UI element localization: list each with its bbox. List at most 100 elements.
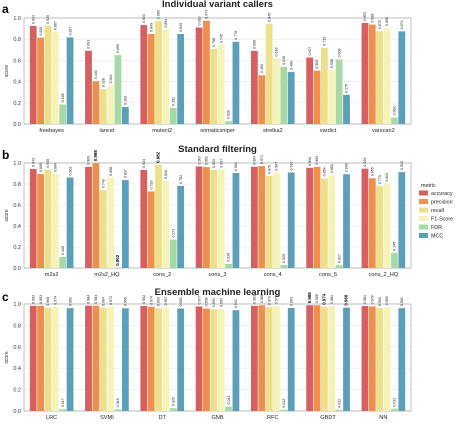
panel-a: a Individual variant callers0.00.20.40.60…	[2, 0, 412, 134]
data-label: 0.960	[124, 297, 128, 306]
data-label: 0.016	[116, 398, 120, 407]
bar-somaticsniper-accuracy	[195, 27, 203, 124]
data-label: 0.966	[344, 294, 349, 306]
x-tick-label: cons_2	[153, 272, 171, 278]
y-tick-label: 0.6	[13, 58, 21, 64]
bar-freebayes-F1-Score	[51, 32, 59, 124]
data-label: 0.950	[212, 298, 216, 307]
bar-GBDT-precision	[313, 305, 321, 411]
x-tick-label: GBDT	[320, 415, 336, 421]
data-label: 0.867	[54, 21, 58, 30]
bar-cons_2-F1-Score	[162, 180, 170, 268]
legend-entry: MCC	[431, 234, 443, 240]
data-label: 0.974	[54, 296, 58, 305]
bar-cons_3-accuracy	[195, 166, 203, 268]
bar-cons_4-accuracy	[250, 166, 258, 268]
bar-mutect2-MCC	[177, 34, 185, 125]
data-label: 0.972	[109, 296, 113, 305]
bar-DT-F1-Score	[162, 307, 170, 411]
y-tick-label: 0.2	[13, 101, 21, 107]
data-label: 0.062	[393, 106, 397, 115]
y-axis-label: score	[4, 65, 10, 77]
bar-cons_4-recall	[265, 176, 273, 268]
data-label: 0.719	[323, 37, 327, 46]
data-label: 0.969	[157, 10, 161, 19]
data-label: 0.961	[205, 156, 209, 165]
data-label: 0.830	[164, 170, 168, 179]
bar-LRC-accuracy	[29, 305, 37, 411]
bar-m2s2-accuracy	[29, 168, 37, 268]
data-label: 0.275	[345, 84, 349, 93]
data-label: 0.913	[400, 161, 404, 170]
data-label: 0.817	[68, 26, 72, 35]
data-label: 0.854	[323, 167, 327, 176]
data-label: 0.876	[267, 165, 271, 174]
bar-cons_5-accuracy	[306, 167, 314, 268]
data-label: 0.960	[378, 297, 382, 306]
bar-mutect2-recall	[155, 21, 162, 125]
legend-swatch	[419, 199, 428, 204]
chart-title: Ensemble machine learning	[155, 287, 281, 298]
bar-NN-MCC	[398, 308, 406, 411]
bar-cons_2_HQ-recall	[376, 186, 384, 268]
bar-lancet-recall	[99, 89, 107, 124]
bar-cons_5-recall	[321, 178, 328, 268]
data-label: 0.953	[363, 12, 367, 21]
bar-cons_2-recall	[155, 164, 162, 268]
data-label: 0.883	[330, 164, 334, 173]
bar-freebayes-precision	[37, 37, 44, 124]
y-tick-label: 0.8	[13, 182, 21, 188]
bar-GNB-FDR	[225, 406, 232, 411]
bar-GNB-MCC	[232, 310, 240, 411]
plot-frame	[23, 303, 412, 412]
bar-vardict-recall	[321, 47, 328, 125]
data-label: 0.967	[164, 297, 168, 306]
data-label: 0.910	[197, 17, 201, 26]
bar-vardict-F1-Score	[328, 70, 336, 124]
data-label: 0.965	[46, 297, 50, 306]
bar-SVMI-recall	[99, 307, 107, 411]
x-tick-label: DT	[158, 415, 166, 421]
bar-mutect2-FDR	[169, 107, 177, 124]
data-label: 0.984	[87, 295, 91, 304]
data-label: 0.779	[378, 175, 382, 184]
legend-entry: F1-Score	[431, 217, 453, 223]
bar-LRC-F1-Score	[51, 306, 59, 411]
data-label: 0.954	[219, 298, 223, 307]
data-label: 0.979	[275, 295, 279, 304]
x-tick-label: cons_3	[208, 272, 226, 278]
data-label: 0.508	[330, 59, 334, 68]
data-label: 0.012	[282, 399, 286, 408]
data-label: 0.145	[393, 242, 397, 251]
bar-strelka2-recall	[265, 23, 273, 124]
bar-LRC-FDR	[59, 409, 67, 411]
data-label: 0.938	[371, 14, 375, 23]
data-label: 0.017	[61, 398, 65, 407]
plot-frame	[23, 162, 412, 269]
bar-DT-recall	[155, 308, 162, 411]
data-label: 0.837	[124, 169, 128, 178]
bar-m2s2-recall	[44, 169, 52, 268]
bar-cons_4-F1-Score	[273, 172, 280, 268]
bar-NN-recall	[376, 308, 384, 411]
bar-cons_4-precision	[258, 166, 266, 268]
bar-cons_2_HQ-FDR	[391, 252, 398, 268]
bar-varscan2-F1-Score	[383, 28, 391, 124]
data-label: 0.924	[31, 15, 35, 24]
panel-c: c Ensemble machine learning 0.0 0.2 0.4 0.6 0.…	[2, 287, 412, 421]
bar-RFC-MCC	[287, 307, 295, 411]
x-tick-label: varscan2	[372, 128, 395, 134]
data-label: 0.925	[46, 15, 50, 24]
bar-mutect2-F1-Score	[162, 29, 170, 124]
panel-label: b	[2, 148, 9, 162]
legend-entry: FDR	[431, 225, 442, 231]
y-tick-label: 1.0	[13, 16, 21, 22]
legend: metric accuracy precision recall F1-Score FDR…	[419, 183, 453, 240]
bar-SVMI-precision	[92, 305, 100, 411]
bar-SVMI-F1-Score	[107, 306, 114, 411]
data-label: 0.029	[282, 254, 286, 263]
data-label: 0.974	[205, 10, 209, 19]
y-tick-label: 0.6	[13, 345, 21, 351]
data-label: 0.960	[157, 297, 161, 306]
bar-DT-MCC	[177, 308, 185, 411]
